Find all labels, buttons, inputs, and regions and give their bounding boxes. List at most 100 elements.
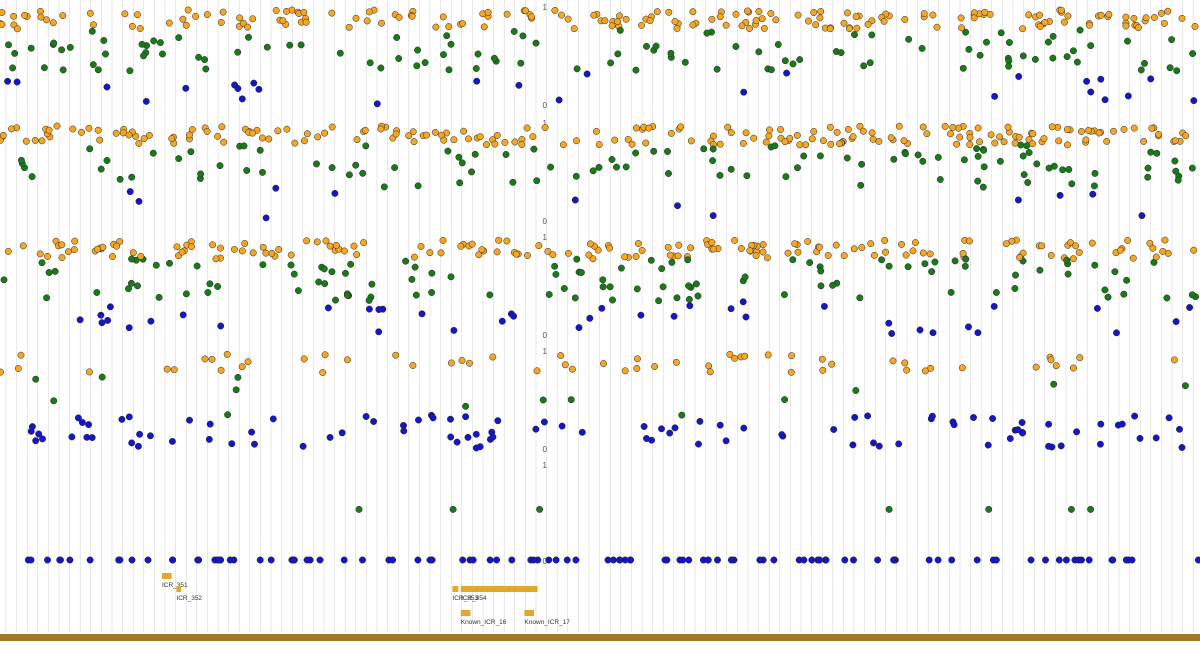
data-point-high (1011, 139, 1019, 147)
data-point-high (1029, 140, 1036, 148)
data-point-mid (240, 142, 248, 150)
data-point-high (665, 8, 673, 16)
data-point-mid (98, 373, 106, 381)
data-point-high (816, 14, 824, 22)
data-point-mid (440, 51, 447, 59)
data-point-mid (571, 294, 579, 302)
data-point-mid (606, 283, 614, 291)
data-point-low (426, 556, 434, 564)
data-point-high (727, 129, 735, 137)
data-point-mid (345, 171, 353, 179)
data-point-low (228, 440, 236, 448)
data-point-low (251, 440, 258, 448)
data-point-high (856, 122, 864, 130)
data-point-high (929, 11, 937, 19)
data-point-mid (685, 282, 693, 290)
data-point-high (750, 134, 758, 142)
data-point-low (870, 439, 877, 447)
data-point-low (1057, 442, 1065, 450)
data-point-mid (51, 267, 59, 275)
data-point-low (756, 556, 764, 564)
data-point-high (274, 127, 282, 135)
data-point-mid (567, 396, 575, 404)
data-point-high (1142, 14, 1150, 22)
data-point-high (766, 126, 773, 134)
data-point-high (817, 8, 825, 15)
data-point-high (812, 21, 820, 29)
data-point-mid (934, 153, 942, 161)
data-point-mid (93, 289, 101, 296)
data-point-mid (414, 46, 422, 54)
data-point-high (173, 243, 181, 251)
data-point-mid (973, 145, 981, 153)
data-point-high (675, 241, 683, 249)
data-point-low (134, 442, 142, 450)
data-point-mid (159, 50, 166, 58)
data-point-high (616, 12, 623, 20)
data-point-mid (843, 154, 851, 162)
data-point-mid (201, 56, 209, 64)
data-point-low (1152, 434, 1160, 442)
data-point-high (726, 350, 734, 358)
data-point-low (128, 439, 136, 447)
data-point-high (875, 137, 883, 145)
data-point-low (1165, 414, 1173, 422)
data-point-high (480, 23, 488, 31)
data-point-high (186, 131, 193, 139)
data-point-mid (32, 375, 40, 383)
data-point-low (604, 556, 612, 564)
data-point-high (859, 127, 867, 135)
data-point-mid (355, 505, 363, 513)
data-point-mid (890, 155, 898, 163)
data-point-high (352, 14, 360, 22)
data-point-high (633, 365, 641, 372)
data-point-mid (443, 32, 451, 40)
data-point-high (344, 356, 351, 364)
data-point-high (561, 361, 569, 369)
data-point-mid (852, 387, 860, 394)
data-point-low (1006, 435, 1014, 442)
data-point-low (389, 556, 397, 564)
data-point-high (949, 123, 957, 131)
data-point-high (1041, 18, 1049, 26)
data-point-mid (647, 256, 655, 264)
data-point-high (991, 139, 999, 147)
data-point-mid (297, 41, 305, 49)
data-point-high (238, 247, 246, 255)
data-point-high (53, 122, 61, 130)
data-point-low (1045, 420, 1053, 428)
data-point-low (32, 437, 40, 445)
data-point-mid (362, 142, 370, 150)
data-point-low (459, 556, 467, 564)
data-point-high (708, 239, 716, 246)
data-point-high (826, 123, 834, 131)
data-point-high (600, 360, 607, 368)
data-point-high (793, 131, 801, 139)
data-point-mid (1124, 37, 1131, 45)
data-point-high (902, 251, 910, 259)
data-point-mid (643, 42, 650, 50)
data-point-high (1032, 363, 1040, 371)
data-point-low (1083, 77, 1091, 85)
data-point-mid (985, 505, 993, 513)
data-point-high (919, 249, 927, 257)
data-point-mid (116, 175, 124, 183)
data-point-low (125, 324, 133, 332)
data-point-mid (919, 157, 927, 165)
data-point-low (555, 96, 563, 104)
data-point-low (925, 556, 933, 564)
data-point-mid (1141, 59, 1148, 67)
data-point-mid (1024, 179, 1032, 186)
annotation-label: ICR_353 (452, 595, 478, 602)
data-point-low (850, 556, 857, 564)
data-point-low (1093, 304, 1101, 312)
data-point-high (794, 11, 802, 19)
data-point-high (1036, 11, 1044, 19)
data-point-high (165, 19, 173, 27)
data-point-high (353, 136, 361, 144)
data-point-high (1019, 25, 1027, 33)
data-point-high (71, 237, 79, 245)
annotation-bar (460, 610, 471, 616)
data-point-high (170, 366, 178, 374)
